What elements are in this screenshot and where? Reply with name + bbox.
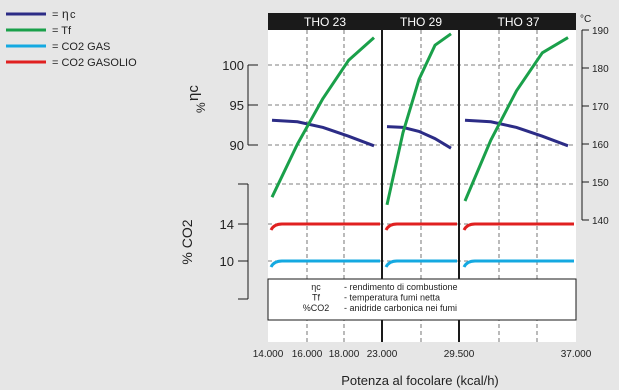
legend: = η c = Tf = CO2 GAS = CO2 GASOLIO [6, 7, 137, 69]
panel-title: THO 37 [497, 15, 539, 29]
eta-axis-tick-label: 95 [230, 98, 244, 113]
x-tick-label: 37.000 [561, 349, 592, 360]
x-tick-label: 23.000 [367, 349, 398, 360]
temp-axis-tick-label: 150 [592, 178, 609, 189]
x-axis-label: Potenza al focolare (kcal/h) [341, 373, 499, 388]
panel-title: THO 23 [304, 15, 346, 29]
x-tick-label: 29.500 [444, 349, 475, 360]
temp-axis-unit: °C [580, 14, 591, 25]
series-tf-line [463, 36, 569, 202]
series-tf-line [270, 36, 375, 198]
series-co2-gasolio-line [384, 222, 457, 231]
series-eta-line [464, 118, 569, 148]
eta-axis-unit: % [194, 102, 208, 113]
legend-label-eta: = [52, 9, 58, 21]
co2-axis-tick-label: 14 [220, 217, 234, 232]
series-tf-line [385, 32, 452, 206]
note-text: - temperatura fumi netta [344, 293, 440, 303]
x-tick-label: 18.000 [329, 349, 360, 360]
temp-axis-tick-label: 170 [592, 102, 609, 113]
panel-titles: THO 23 THO 29 THO 37 [304, 15, 540, 29]
x-tick-labels: 14.000 16.000 18.000 23.000 29.500 37.000 [253, 349, 592, 360]
note-text: - anidride carbonica nei fumi [344, 303, 457, 313]
panel-title: THO 29 [400, 15, 442, 29]
x-tick-label: 14.000 [253, 349, 284, 360]
series-eta-line [271, 118, 375, 148]
legend-symbol-eta: η [62, 7, 69, 21]
legend-label-tf: = Tf [52, 25, 72, 37]
co2-axis-tick-label: 10 [220, 254, 234, 269]
series-eta-line [386, 125, 452, 150]
temp-axis-tick-label: 180 [592, 64, 609, 75]
notes-frame [267, 278, 577, 321]
x-tick-label: 16.000 [292, 349, 323, 360]
series-co2-gas-line [269, 259, 380, 268]
temp-axis-tick-label: 140 [592, 216, 609, 227]
series-co2-gasolio-line [269, 222, 380, 231]
legend-label-co2gas: = CO2 GAS [52, 41, 110, 53]
temp-axis-tick-label: 160 [592, 140, 609, 151]
note-text: - rendimento di combustione [344, 282, 458, 292]
series-co2-gas-line [462, 259, 574, 268]
note-symbol: Tf [312, 293, 320, 303]
eta-axis-label: ηc [185, 85, 202, 101]
eta-axis-tick-label: 100 [222, 58, 244, 73]
temp-axis-tick-label: 190 [592, 26, 609, 37]
panel-header-bar [268, 13, 576, 30]
series [269, 32, 574, 268]
co2-axis-label: % CO2 [179, 219, 195, 264]
eta-axis-tick-label: 90 [230, 138, 244, 153]
series-co2-gas-line [384, 259, 457, 268]
note-symbol: ηc [311, 282, 321, 292]
series-co2-gasolio-line [462, 222, 574, 231]
notes-box: ηc - rendimento di combustione Tf - tempera… [267, 278, 577, 321]
left-axes: 100 95 90 ηc% 14 10 % CO2 [179, 58, 258, 300]
note-symbol: %CO2 [303, 303, 330, 313]
legend-label-co2gasolio: = CO2 GASOLIO [52, 57, 137, 69]
legend-label-eta-sub: c [70, 9, 76, 21]
